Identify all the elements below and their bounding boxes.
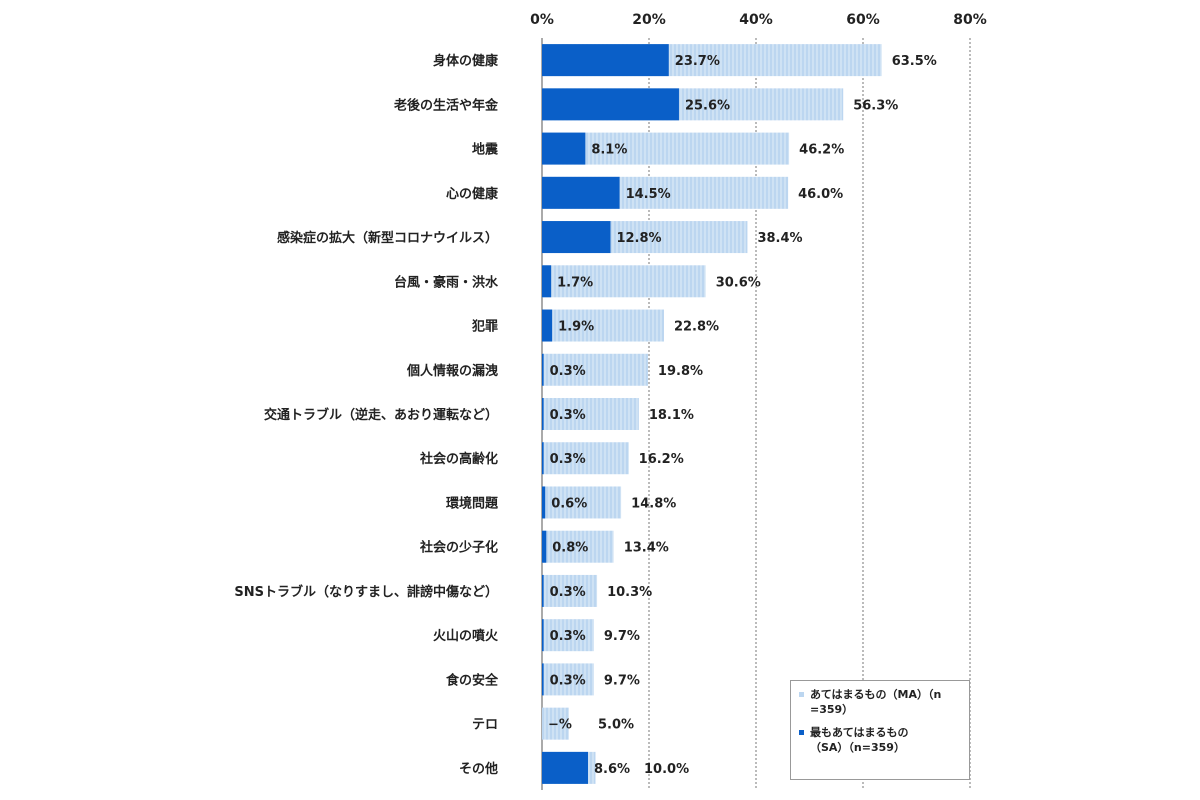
category-label: 台風・豪雨・洪水 <box>394 274 499 290</box>
data-label-ma: 38.4% <box>757 231 802 246</box>
bar-sa <box>542 88 679 121</box>
legend-item-sa: 最もあてはまるもの （SA）（n=359） <box>799 725 961 755</box>
x-tick-label: 0% <box>530 12 554 28</box>
data-label-ma: 13.4% <box>624 541 669 556</box>
data-label-ma: 18.1% <box>649 408 694 423</box>
category-label: 身体の健康 <box>433 53 499 69</box>
data-label-ma: 46.0% <box>798 187 843 202</box>
data-label-sa: 1.9% <box>558 320 594 335</box>
data-label-sa: 0.3% <box>550 629 586 644</box>
category-label: テロ <box>472 718 498 733</box>
data-label-ma: 46.2% <box>799 143 844 158</box>
data-label-sa: 25.6% <box>685 98 730 113</box>
legend: あてはまるもの（MA）（n =359） 最もあてはまるもの （SA）（n=359… <box>790 680 970 780</box>
legend-label-ma: あてはまるもの（MA）（n =359） <box>810 687 941 717</box>
bar-sa <box>542 221 611 254</box>
category-label: 社会の高齢化 <box>419 451 498 467</box>
legend-label-ma-line1: あてはまるもの（MA）（n <box>810 688 942 701</box>
bar-sa <box>542 751 589 784</box>
category-label: 食の安全 <box>446 672 499 688</box>
bar-ma <box>542 398 639 430</box>
bar-sa <box>542 574 544 607</box>
data-label-sa: 12.8% <box>616 231 661 246</box>
data-label-ma: 10.3% <box>607 585 652 600</box>
category-label: 地震 <box>472 142 499 158</box>
x-tick-label: 80% <box>953 12 987 28</box>
bar-ma <box>542 353 648 386</box>
bar-ma <box>542 619 594 652</box>
data-label-ma: 19.8% <box>658 364 703 379</box>
legend-label-sa: 最もあてはまるもの （SA）（n=359） <box>810 725 909 755</box>
bar-sa <box>542 398 544 430</box>
data-label-ma: 9.7% <box>604 629 640 644</box>
bar-ma <box>542 663 594 696</box>
category-label: 火山の噴火 <box>433 628 499 644</box>
data-label-sa: 0.3% <box>550 452 586 467</box>
category-label: 個人情報の漏洩 <box>406 363 498 379</box>
bar-sa <box>542 442 544 475</box>
data-label-sa: 8.6% <box>594 762 630 777</box>
category-label: 犯罪 <box>471 319 498 335</box>
data-label-ma: 30.6% <box>716 275 761 290</box>
bar-sa <box>542 663 544 696</box>
bar-sa <box>542 486 546 519</box>
data-label-sa: 1.7% <box>557 275 593 290</box>
bar-ma <box>542 265 706 298</box>
category-label: 交通トラブル（逆走、あおり運転など） <box>264 407 498 423</box>
category-label: SNSトラブル（なりすまし、誹謗中傷など） <box>234 584 498 600</box>
bar-sa <box>542 44 669 77</box>
x-tick-label: 60% <box>846 12 880 28</box>
data-label-ma: 14.8% <box>631 496 676 511</box>
bar-ma <box>542 530 614 563</box>
data-label-sa: −% <box>548 718 572 733</box>
legend-label-ma-line2: =359） <box>810 703 854 716</box>
data-label-sa: 0.6% <box>551 496 587 511</box>
data-label-ma: 56.3% <box>853 98 898 113</box>
bar-sa <box>542 309 553 342</box>
data-label-ma: 16.2% <box>639 452 684 467</box>
bar-ma <box>542 442 629 475</box>
data-label-ma: 10.0% <box>644 762 689 777</box>
data-label-sa: 23.7% <box>675 54 720 69</box>
x-tick-label: 40% <box>739 12 773 28</box>
category-label: 社会の少子化 <box>419 540 498 556</box>
legend-item-ma: あてはまるもの（MA）（n =359） <box>799 687 961 717</box>
data-label-sa: 0.3% <box>550 673 586 688</box>
data-label-sa: 14.5% <box>626 187 671 202</box>
bar-sa <box>542 619 544 652</box>
bar-sa <box>542 265 552 298</box>
bar-ma <box>542 309 664 342</box>
bar-ma <box>542 486 622 519</box>
data-label-ma: 5.0% <box>598 718 634 733</box>
category-label: 老後の生活や年金 <box>393 97 499 113</box>
legend-swatch-ma <box>799 692 804 697</box>
legend-swatch-sa <box>799 730 804 735</box>
bar-sa <box>542 176 620 209</box>
data-label-sa: 0.3% <box>550 585 586 600</box>
bar-ma <box>542 707 569 740</box>
legend-label-sa-line2: （SA）（n=359） <box>810 741 905 754</box>
x-tick-label: 20% <box>632 12 666 28</box>
bar-sa <box>542 353 544 386</box>
bar-ma <box>542 574 598 607</box>
category-label: 心の健康 <box>446 186 499 202</box>
legend-label-sa-line1: 最もあてはまるもの <box>810 726 909 739</box>
data-label-sa: 0.8% <box>552 541 588 556</box>
data-label-sa: 8.1% <box>591 143 627 158</box>
data-label-ma: 63.5% <box>892 54 937 69</box>
bar-sa <box>542 530 547 563</box>
data-label-sa: 0.3% <box>550 364 586 379</box>
bar-sa <box>542 132 586 165</box>
category-label: 環境問題 <box>446 495 499 511</box>
data-label-sa: 0.3% <box>550 408 586 423</box>
data-label-ma: 9.7% <box>604 673 640 688</box>
category-label: その他 <box>459 761 498 777</box>
category-label: 感染症の拡大（新型コロナウイルス） <box>277 230 498 246</box>
data-label-ma: 22.8% <box>674 320 719 335</box>
